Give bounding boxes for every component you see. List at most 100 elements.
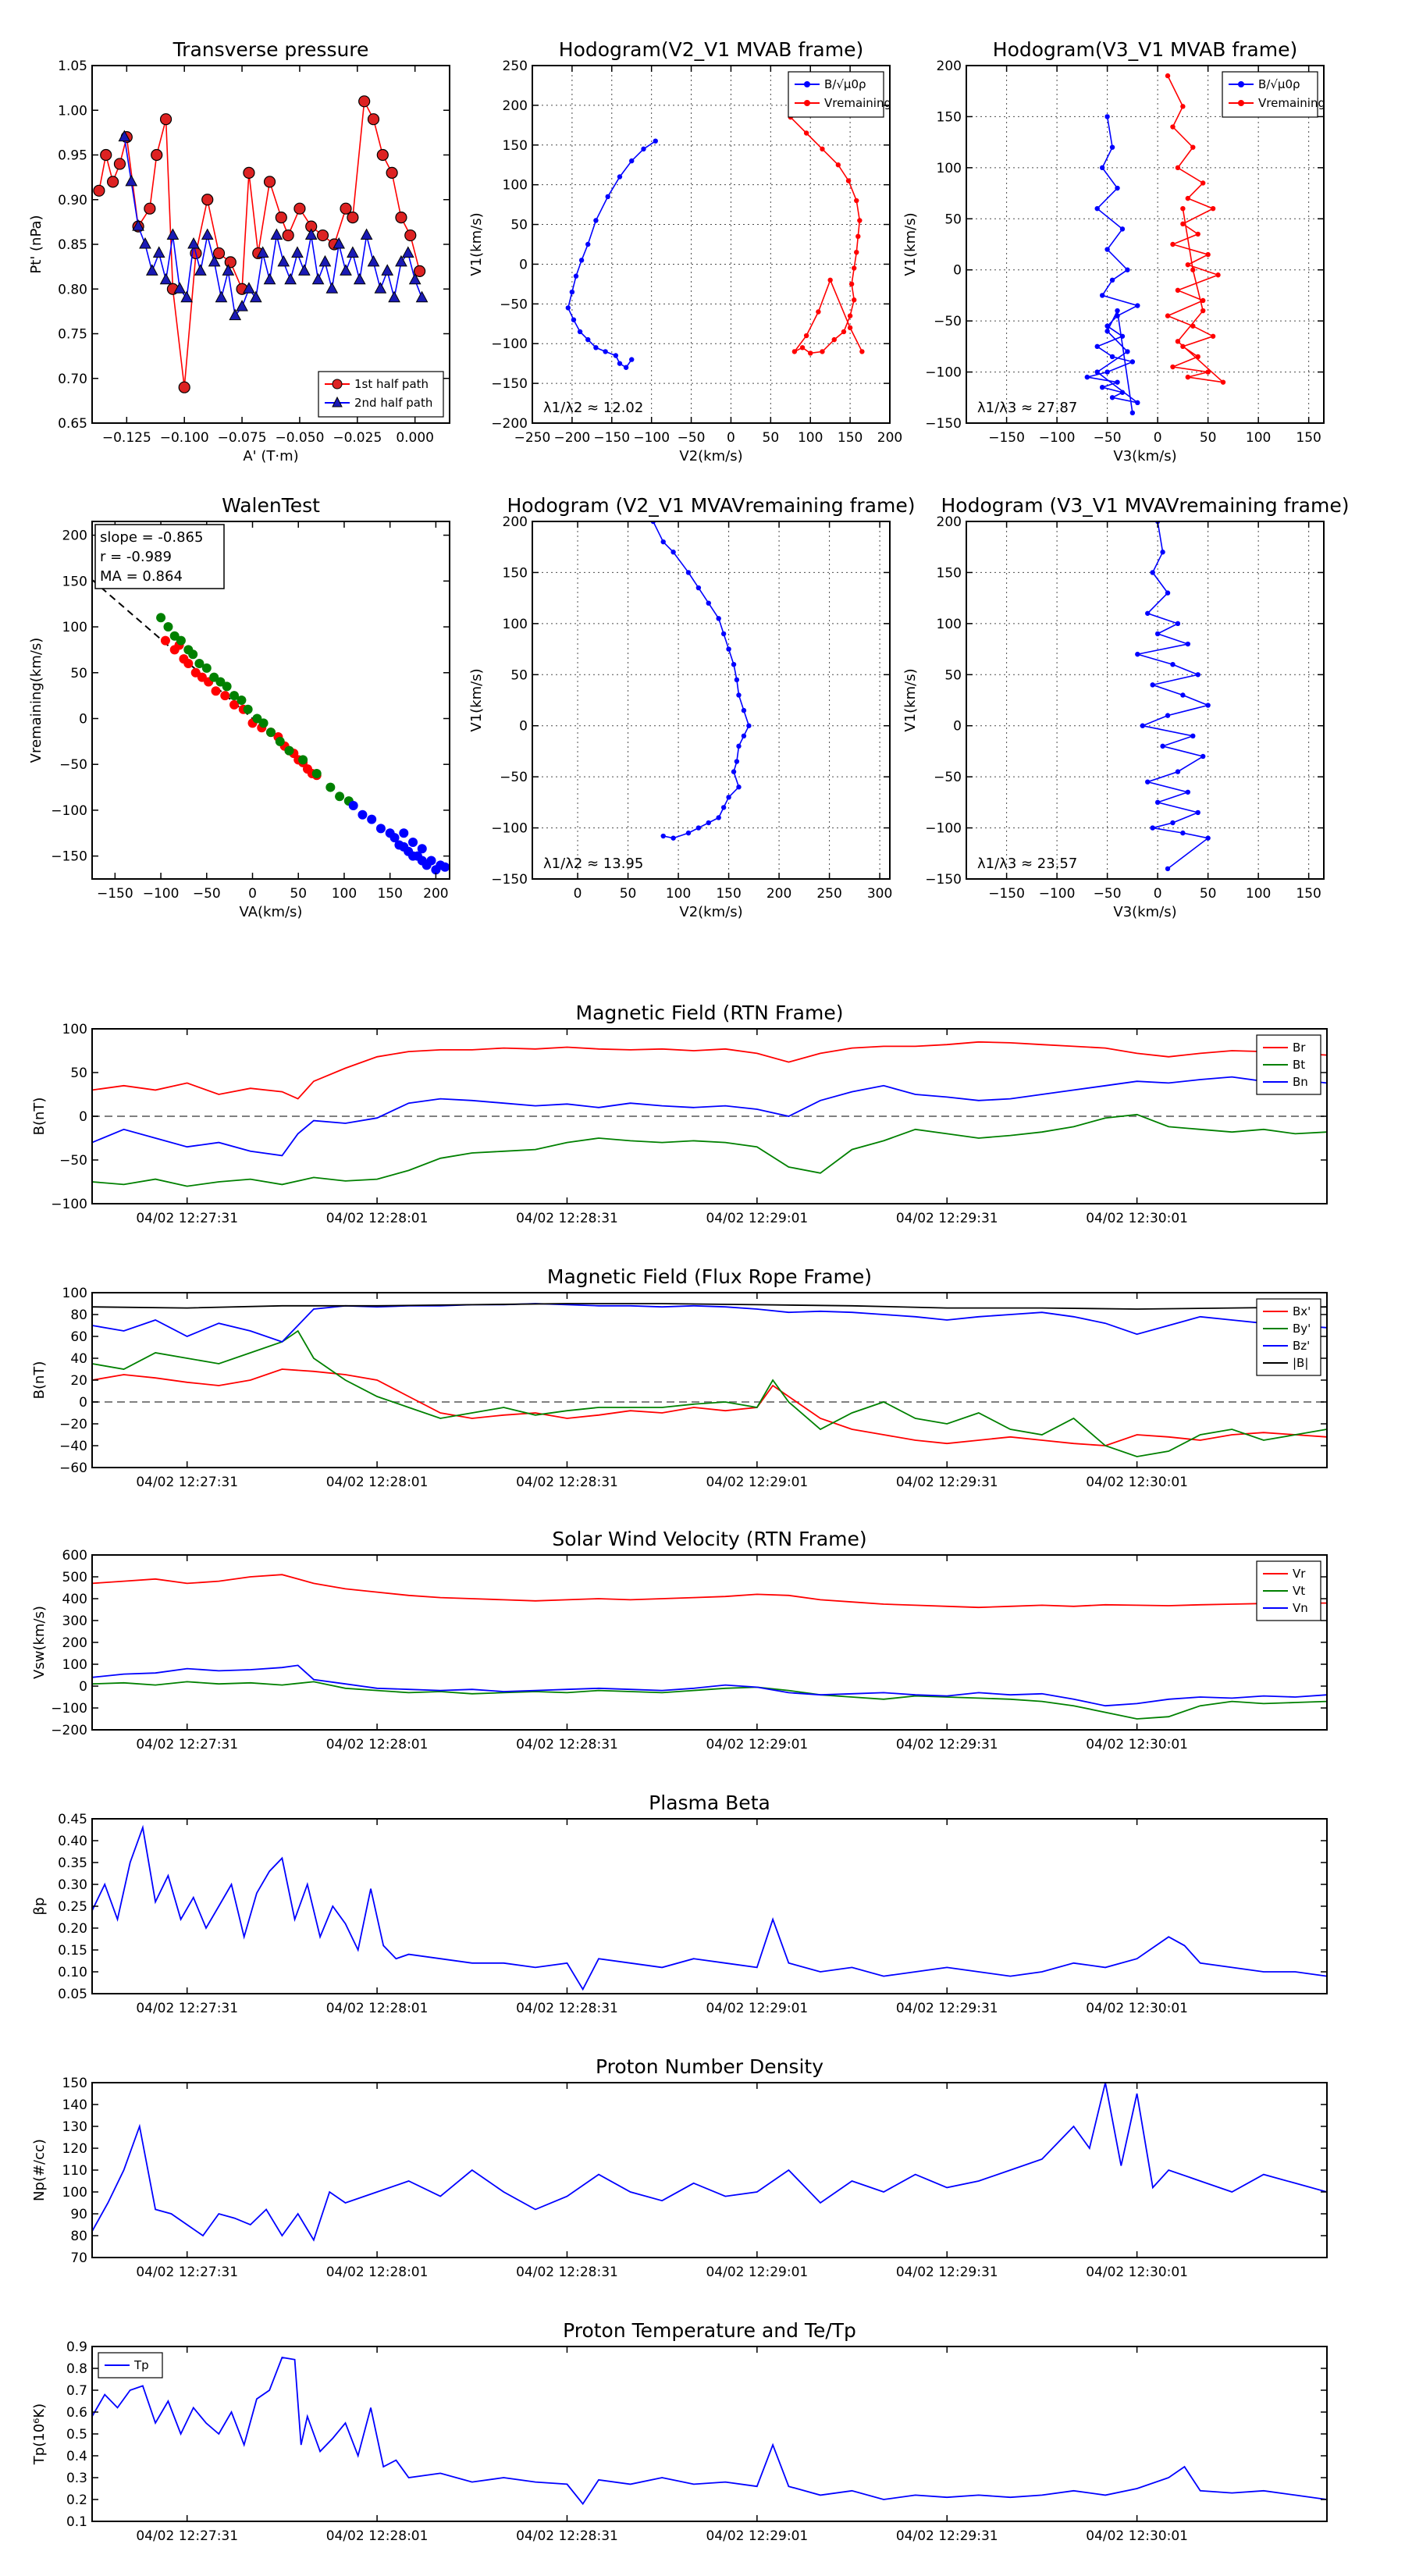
series-line-tp	[92, 2356, 1327, 2506]
data-point	[1165, 73, 1171, 79]
data-point	[1170, 662, 1176, 667]
y-axis-label: Pt' (nPa)	[28, 215, 44, 273]
data-point	[1205, 251, 1211, 258]
data-point	[220, 691, 230, 701]
chart-p_tp: −0.125 −0.100 −0.075 −0.050 −0.025 0.000 0.65 0…	[28, 38, 450, 464]
data-point	[1119, 390, 1126, 395]
x-tick-label: −50	[1094, 430, 1122, 446]
series-group	[92, 2356, 1327, 2506]
series-group	[565, 114, 865, 370]
y-tick-label: 0.45	[58, 1812, 87, 1827]
legend-label: Vt	[1293, 1584, 1305, 1598]
legend-label: Vr	[1293, 1567, 1306, 1581]
data-point	[266, 728, 276, 738]
data-point	[1170, 820, 1176, 826]
data-point	[670, 835, 676, 841]
chart-p_w: −150 −100 −50 0 50 100 150 200 −150 −100 −50 0 50 100…	[28, 494, 450, 920]
data-point	[408, 272, 422, 285]
data-point	[284, 745, 294, 756]
y-tick-label: 100	[62, 620, 87, 635]
legend-marker	[804, 100, 810, 106]
y-tick-label: 130	[62, 2119, 87, 2135]
chart-p_h4: −150 −100 −50 0 50 100 150 −150 −100 −50 0 50 100 150…	[902, 494, 1350, 920]
chart-t_b: 04/02 12:27:31 04/02 12:28:01 04/02 12:28:…	[31, 1002, 1328, 1226]
data-point	[1215, 272, 1221, 278]
data-point	[1180, 206, 1186, 212]
data-point	[577, 329, 583, 335]
x-tick-label: −50	[678, 430, 706, 446]
y-tick-label: 50	[944, 212, 962, 227]
y-tick-label: 200	[937, 59, 962, 74]
data-point	[176, 635, 186, 646]
data-point	[1160, 550, 1165, 555]
data-point	[183, 659, 194, 669]
axes-frame	[966, 65, 1325, 424]
x-tick-label: 04/02 12:29:01	[706, 1475, 808, 1490]
data-point	[1150, 682, 1155, 688]
data-point	[159, 113, 173, 126]
data-point	[585, 241, 591, 247]
data-point	[726, 646, 731, 652]
chart-title: Hodogram(V2_V1 MVAB frame)	[559, 38, 863, 61]
data-point	[852, 265, 857, 271]
data-point	[376, 148, 389, 162]
x-tick-label: −50	[1094, 886, 1122, 902]
data-point	[641, 146, 646, 152]
x-tick-label: −100	[1039, 430, 1076, 446]
x-tick-label: 150	[1296, 886, 1321, 902]
y-tick-label: 0.6	[66, 2405, 87, 2421]
data-point	[629, 158, 635, 164]
data-point	[374, 282, 387, 294]
data-point	[318, 254, 332, 267]
data-point	[1104, 369, 1110, 375]
data-point	[277, 254, 290, 267]
y-tick-label: 0.15	[58, 1943, 87, 1959]
x-tick-label: 0	[248, 886, 257, 902]
data-point	[1170, 124, 1176, 130]
data-point	[144, 202, 156, 215]
data-point	[685, 570, 692, 575]
data-point	[188, 649, 198, 660]
y-axis-label: V1(km/s)	[468, 668, 485, 731]
x-tick-label: 0	[574, 886, 582, 902]
y-tick-label: 80	[70, 2229, 87, 2244]
data-point	[854, 249, 859, 255]
x-tick-label: 04/02 12:30:01	[1086, 2528, 1188, 2544]
x-tick-label: −0.050	[275, 430, 324, 446]
data-point	[1185, 262, 1191, 268]
data-point	[820, 349, 825, 354]
data-point	[348, 801, 358, 811]
x-tick-label: −150	[97, 886, 133, 902]
data-point	[106, 176, 119, 188]
data-point	[224, 256, 237, 269]
x-tick-label: 04/02 12:29:31	[896, 1211, 998, 1226]
data-point	[413, 265, 426, 277]
data-point	[1210, 333, 1216, 339]
data-point	[1119, 226, 1126, 232]
legend-label: Bz'	[1293, 1339, 1310, 1353]
chart-t_fr: 04/02 12:27:31 04/02 12:28:01 04/02 12:28:…	[31, 1265, 1328, 1490]
legend: B/√μ0ρ Vremaining	[788, 71, 891, 118]
data-point	[1175, 339, 1181, 344]
y-tick-label: −50	[59, 757, 87, 773]
x-tick-label: 50	[1200, 430, 1217, 446]
y-tick-label: 0.10	[58, 1965, 87, 1980]
data-point	[298, 755, 308, 765]
y-tick-label: 150	[62, 574, 87, 589]
data-point	[816, 309, 821, 315]
data-point	[731, 769, 737, 774]
data-point	[1165, 713, 1171, 718]
x-tick-label: 04/02 12:29:01	[706, 2001, 808, 2016]
chart-title: WalenTest	[222, 494, 320, 517]
legend-label: |B|	[1293, 1356, 1308, 1370]
data-point	[440, 862, 450, 872]
y-tick-label: 100	[62, 1022, 87, 1037]
data-point	[222, 681, 232, 692]
data-point	[194, 264, 207, 276]
data-point	[1200, 308, 1206, 314]
series-line-bt	[92, 1113, 1327, 1187]
x-tick-label: 04/02 12:27:31	[136, 2001, 238, 2016]
data-point	[291, 246, 304, 258]
y-tick-label: 0	[953, 263, 962, 279]
